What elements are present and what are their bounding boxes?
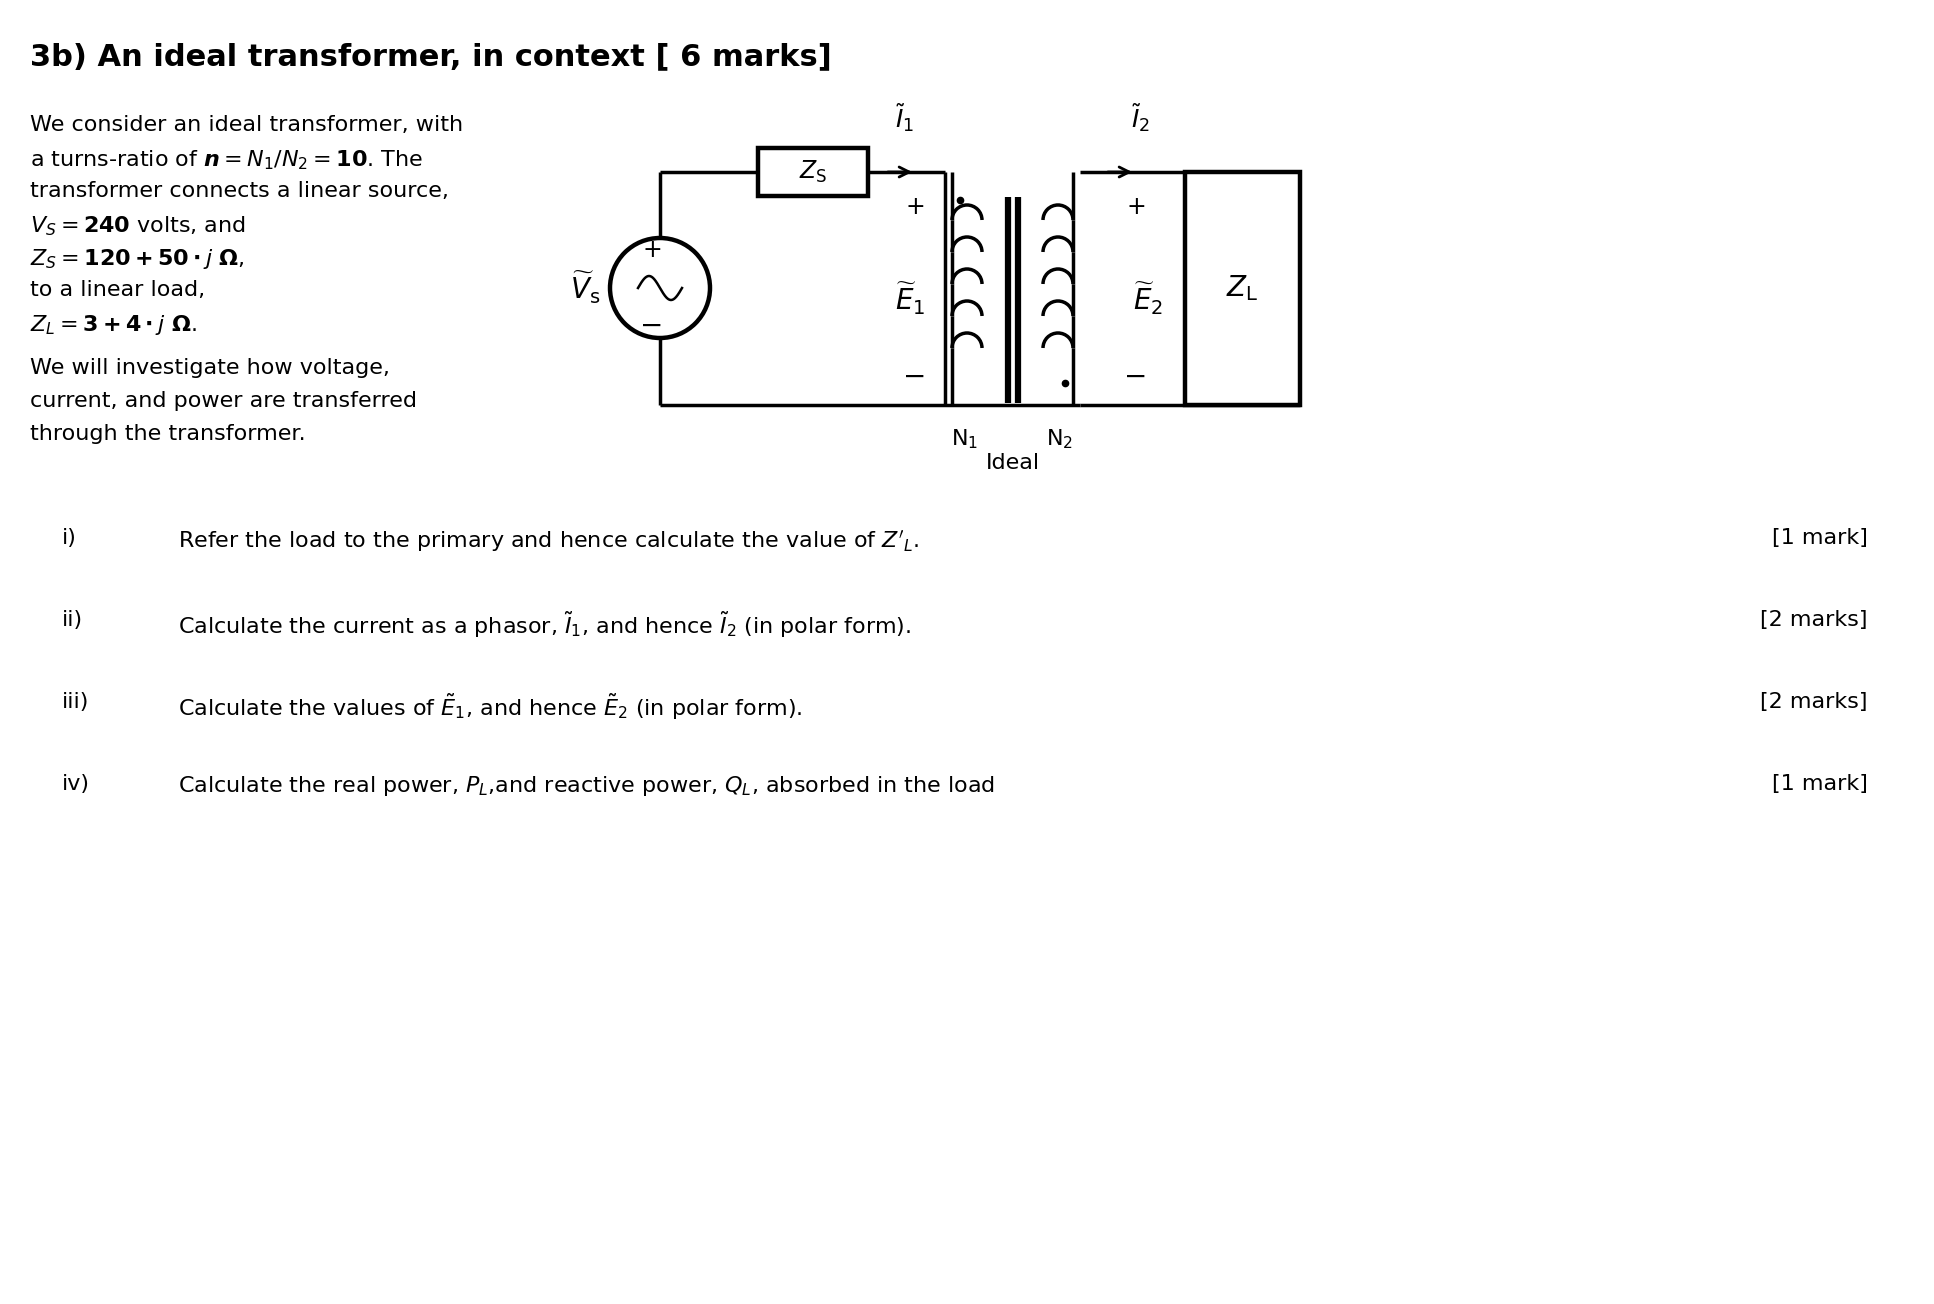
Text: [1 mark]: [1 mark] <box>1772 775 1868 794</box>
Text: Calculate the values of $\tilde{E}_1$, and hence $\tilde{E}_2$ (in polar form).: Calculate the values of $\tilde{E}_1$, a… <box>178 692 803 722</box>
Text: iv): iv) <box>62 775 91 794</box>
Text: +: + <box>642 239 661 262</box>
Text: Calculate the real power, $P_L$,and reactive power, $Q_L$, absorbed in the load: Calculate the real power, $P_L$,and reac… <box>178 775 994 798</box>
Text: 3b) An ideal transformer, in context [ 6 marks]: 3b) An ideal transformer, in context [ 6… <box>31 42 832 70</box>
Text: i): i) <box>62 528 77 548</box>
Text: $\widetilde{I}_{2}$: $\widetilde{I}_{2}$ <box>1131 102 1149 134</box>
Text: ii): ii) <box>62 610 83 630</box>
Text: $\widetilde{E}_{2}$: $\widetilde{E}_{2}$ <box>1133 280 1162 317</box>
Text: $Z_{\mathrm{S}}$: $Z_{\mathrm{S}}$ <box>799 159 828 185</box>
Text: [2 marks]: [2 marks] <box>1760 610 1868 630</box>
Text: through the transformer.: through the transformer. <box>31 424 306 443</box>
Text: N$_1$: N$_1$ <box>952 426 979 451</box>
Text: [2 marks]: [2 marks] <box>1760 692 1868 712</box>
Text: to a linear load,: to a linear load, <box>31 280 205 300</box>
Bar <box>758 147 868 196</box>
Text: We consider an ideal transformer, with: We consider an ideal transformer, with <box>31 115 462 136</box>
Text: Calculate the current as a phasor, $\tilde{I}_1$, and hence $\tilde{I}_2$ (in po: Calculate the current as a phasor, $\til… <box>178 610 911 640</box>
Text: $\boldsymbol{V_S} = \mathbf{240}$ volts, and: $\boldsymbol{V_S} = \mathbf{240}$ volts,… <box>31 214 246 237</box>
Text: $\widetilde{V}_{\mathrm{s}}$: $\widetilde{V}_{\mathrm{s}}$ <box>571 270 600 306</box>
Text: $\widetilde{E}_{1}$: $\widetilde{E}_{1}$ <box>895 280 924 317</box>
Bar <box>1186 172 1300 406</box>
Text: Ideal: Ideal <box>986 452 1040 473</box>
Text: $\widetilde{I}_{1}$: $\widetilde{I}_{1}$ <box>895 102 915 134</box>
Text: $Z_{\mathrm{L}}$: $Z_{\mathrm{L}}$ <box>1226 274 1259 304</box>
Text: $\boldsymbol{Z_S} = \mathbf{120 + 50 \cdot \mathit{j}\ \Omega}$,: $\boldsymbol{Z_S} = \mathbf{120 + 50 \cd… <box>31 246 244 271</box>
Text: −: − <box>1124 363 1147 391</box>
Text: −: − <box>640 312 663 340</box>
Text: Refer the load to the primary and hence calculate the value of $Z'_L$.: Refer the load to the primary and hence … <box>178 528 919 553</box>
Text: +: + <box>905 196 924 219</box>
Text: iii): iii) <box>62 692 89 712</box>
Text: We will investigate how voltage,: We will investigate how voltage, <box>31 359 391 378</box>
Text: +: + <box>1126 196 1145 219</box>
Text: a turns-ratio of $\boldsymbol{n} = N_1/N_2 = \mathbf{10}$. The: a turns-ratio of $\boldsymbol{n} = N_1/N… <box>31 147 424 172</box>
Text: $\boldsymbol{Z_L} = \mathbf{3 + 4 \cdot \mathit{j}\ \Omega}$.: $\boldsymbol{Z_L} = \mathbf{3 + 4 \cdot … <box>31 313 197 336</box>
Text: [1 mark]: [1 mark] <box>1772 528 1868 548</box>
Text: N$_2$: N$_2$ <box>1046 426 1073 451</box>
Text: current, and power are transferred: current, and power are transferred <box>31 391 418 411</box>
Text: transformer connects a linear source,: transformer connects a linear source, <box>31 181 449 201</box>
Text: −: − <box>903 363 926 391</box>
